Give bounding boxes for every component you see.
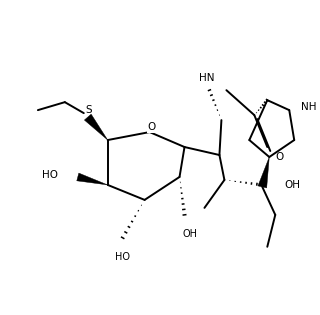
Polygon shape [77, 173, 108, 185]
Polygon shape [258, 157, 269, 188]
Polygon shape [84, 114, 108, 140]
Text: OH: OH [284, 180, 300, 190]
Text: HO: HO [42, 170, 58, 180]
Text: OH: OH [182, 229, 197, 239]
Text: O: O [148, 122, 156, 132]
Text: S: S [85, 105, 92, 115]
Text: NH: NH [301, 102, 317, 112]
Text: HO: HO [115, 252, 130, 262]
Text: O: O [275, 152, 284, 162]
Text: HN: HN [199, 73, 214, 83]
